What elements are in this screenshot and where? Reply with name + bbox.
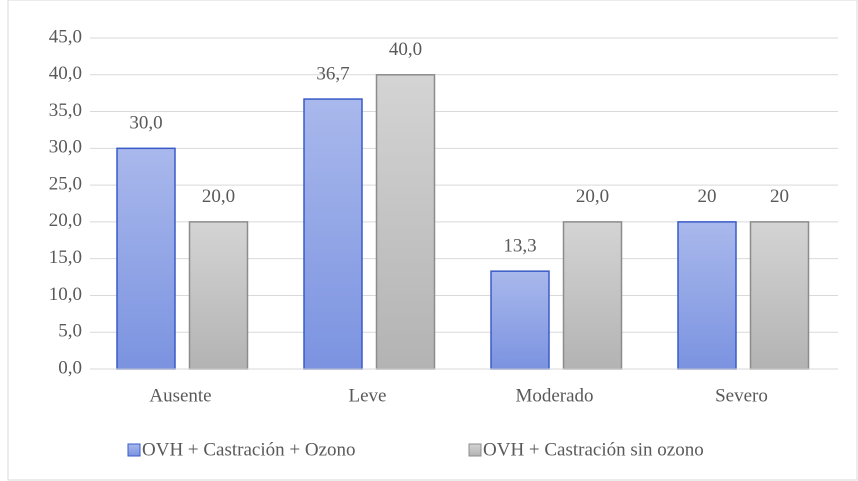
- data-label: 40,0: [389, 39, 422, 60]
- data-label: 20,0: [202, 186, 235, 207]
- y-tick-label: 35,0: [49, 100, 82, 121]
- bar: [375, 74, 436, 370]
- legend-swatch: [468, 443, 482, 457]
- bar: [116, 147, 176, 370]
- x-tick-label: Moderado: [515, 385, 593, 406]
- data-label: 20,0: [576, 186, 609, 207]
- bar: [490, 270, 550, 370]
- chart-frame: [7, 0, 858, 481]
- data-label: 20: [770, 186, 789, 207]
- data-label: 36,7: [316, 63, 349, 84]
- data-label: 20: [698, 186, 717, 207]
- y-tick-label: 40,0: [49, 63, 82, 84]
- legend-swatch: [127, 443, 141, 457]
- y-tick-label: 10,0: [49, 284, 82, 305]
- x-tick-label: Ausente: [149, 385, 211, 406]
- bar: [303, 98, 363, 370]
- bar: [749, 221, 810, 370]
- bar: [677, 221, 737, 370]
- legend-label: OVH + Castración + Ozono: [142, 439, 356, 460]
- y-tick-label: 15,0: [49, 247, 82, 268]
- data-label: 30,0: [129, 113, 162, 134]
- bar: [188, 221, 249, 370]
- legend-label: OVH + Castración sin ozono: [483, 439, 704, 460]
- y-tick-label: 0,0: [58, 357, 82, 378]
- data-label: 13,3: [503, 236, 536, 257]
- y-tick-label: 25,0: [49, 173, 82, 194]
- y-tick-label: 30,0: [49, 137, 82, 158]
- y-tick-label: 45,0: [49, 26, 82, 47]
- y-tick-label: 5,0: [58, 321, 82, 342]
- x-tick-label: Leve: [349, 385, 387, 406]
- x-tick-label: Severo: [715, 385, 768, 406]
- bar: [562, 221, 623, 370]
- y-tick-label: 20,0: [49, 210, 82, 231]
